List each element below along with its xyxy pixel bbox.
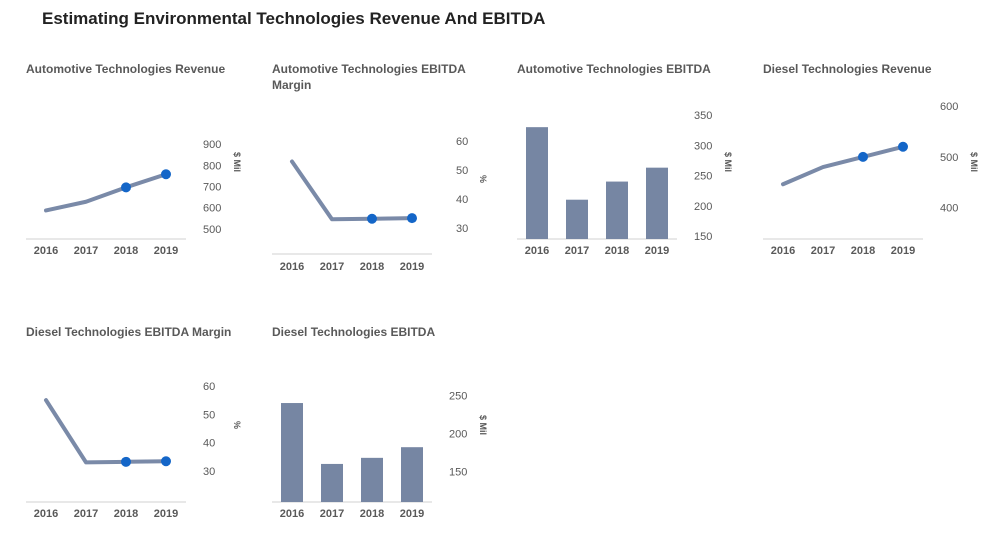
y-tick-label: 150	[449, 467, 467, 479]
y-tick-label: 50	[203, 409, 215, 421]
chart-diesel-revenue: 400 500 600 $ Mil 2016 2017 2018 2019	[763, 101, 979, 257]
chart-panel-diesel-revenue: Diesel Technologies Revenue 400 500 600 $ M…	[763, 61, 992, 281]
x-tick-label: 2018	[114, 245, 138, 257]
y-tick-label: 60	[456, 136, 468, 148]
y-tick-label: 30	[456, 223, 468, 235]
y-unit-label: $ Mil	[478, 415, 488, 435]
bar	[361, 457, 383, 502]
chart-automotive-ebitda-margin: 30 40 50 60% 2016 2017 2018 2019	[272, 136, 488, 273]
chart-diesel-ebitda: 150 200 250 $ Mil 2016 2017 2018 2019	[272, 390, 488, 520]
chart-panel-automotive-revenue: Automotive Technologies Revenue 500 600 70…	[26, 61, 266, 281]
x-tick-label: 2018	[605, 245, 629, 257]
chart-panel-diesel-ebitda-margin: Diesel Technologies EBITDA Margin 30 40 50…	[26, 324, 266, 544]
chart-diesel-ebitda-margin: 30 40 50 60% 2016 2017 2018 2019	[26, 381, 242, 520]
x-tick-label: 2017	[565, 245, 589, 257]
y-tick-label: 600	[940, 101, 958, 113]
bar	[606, 181, 628, 239]
chart-panel-diesel-ebitda: Diesel Technologies EBITDA 150 200 250 $ Mi…	[272, 324, 512, 544]
y-tick-label: 40	[203, 438, 215, 450]
x-tick-label: 2019	[645, 245, 669, 257]
y-tick-label: 60	[203, 381, 215, 393]
bar	[401, 447, 423, 502]
data-point	[898, 141, 908, 152]
x-tick-label: 2016	[525, 245, 549, 257]
y-unit-label: $ Mil	[232, 152, 242, 172]
chart-automotive-revenue: 500 600 700 800 900 $ Mil 2016 2017 2018 2019	[26, 139, 242, 257]
y-tick-label: 150	[694, 231, 712, 243]
chart-title: Diesel Technologies EBITDA	[272, 325, 436, 339]
bar	[281, 403, 303, 502]
x-tick-label: 2016	[34, 245, 58, 257]
chart-title: Diesel Technologies Revenue	[763, 62, 932, 76]
chart-title: Automotive Technologies Revenue	[26, 62, 226, 76]
x-tick-label: 2017	[811, 245, 835, 257]
x-tick-label: 2019	[400, 261, 424, 273]
y-tick-label: 800	[203, 160, 221, 172]
y-tick-label: 30	[203, 466, 215, 478]
y-tick-label: 400	[940, 203, 958, 215]
data-point	[858, 151, 868, 162]
y-tick-label: 500	[940, 152, 958, 164]
y-tick-label: 350	[694, 110, 712, 122]
data-point	[161, 169, 171, 180]
chart-title: Automotive Technologies EBITDA Margin	[272, 62, 466, 92]
x-tick-label: 2016	[280, 261, 304, 273]
x-tick-label: 2018	[851, 245, 875, 257]
x-tick-label: 2018	[360, 508, 384, 520]
y-unit-label: $ Mil	[969, 152, 979, 172]
bar	[321, 463, 343, 502]
chart-title: Automotive Technologies EBITDA	[517, 62, 711, 76]
x-tick-label: 2018	[114, 508, 138, 520]
x-tick-label: 2016	[34, 508, 58, 520]
y-tick-label: 700	[203, 182, 221, 194]
y-tick-label: 900	[203, 139, 221, 151]
data-point	[161, 456, 171, 467]
series-line	[781, 144, 905, 187]
series-line	[290, 159, 414, 222]
chart-panel-automotive-ebitda: Automotive Technologies EBITDA 150 200 250…	[517, 61, 757, 281]
x-tick-label: 2017	[74, 245, 98, 257]
chart-title: Diesel Technologies EBITDA Margin	[26, 325, 232, 339]
series-line	[44, 172, 168, 213]
x-tick-label: 2018	[360, 261, 384, 273]
data-point	[367, 213, 377, 224]
y-tick-label: 300	[694, 140, 712, 152]
y-tick-label: 50	[456, 165, 468, 177]
chart-panel-automotive-ebitda-margin: Automotive Technologies EBITDA Margin 30…	[272, 61, 512, 281]
series-line	[44, 398, 168, 465]
y-tick-label: 500	[203, 224, 221, 236]
y-tick-label: 250	[449, 390, 467, 402]
y-tick-label: 250	[694, 171, 712, 183]
bar	[646, 167, 668, 239]
page-title: Estimating Environmental Technologies Re…	[42, 9, 546, 28]
x-tick-label: 2017	[320, 261, 344, 273]
x-tick-label: 2019	[891, 245, 915, 257]
data-point	[121, 456, 131, 467]
bar	[526, 127, 548, 239]
chart-automotive-ebitda: 150 200 250 300 350 $ Mil 2016 2017 2018 2019	[517, 110, 733, 257]
y-unit-label: $ Mil	[723, 152, 733, 172]
y-tick-label: 600	[203, 203, 221, 215]
y-unit-label: %	[232, 421, 242, 429]
y-tick-label: 200	[694, 201, 712, 213]
x-tick-label: 2019	[400, 508, 424, 520]
x-tick-label: 2016	[280, 508, 304, 520]
x-tick-label: 2017	[74, 508, 98, 520]
y-unit-label: %	[478, 175, 488, 183]
x-tick-label: 2017	[320, 508, 344, 520]
data-point	[121, 182, 131, 193]
y-tick-label: 200	[449, 428, 467, 440]
data-point	[407, 213, 417, 224]
y-tick-label: 40	[456, 194, 468, 206]
bar	[566, 199, 588, 239]
x-tick-label: 2019	[154, 245, 178, 257]
x-tick-label: 2019	[154, 508, 178, 520]
x-tick-label: 2016	[771, 245, 795, 257]
